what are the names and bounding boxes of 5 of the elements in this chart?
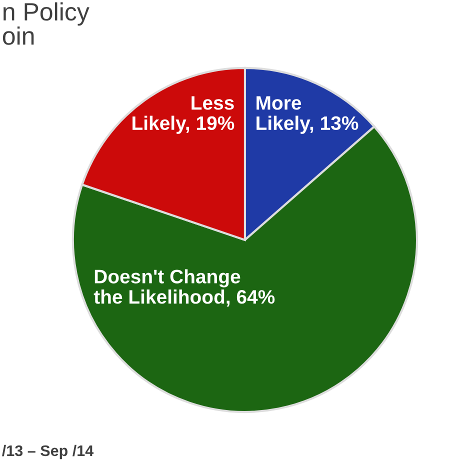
slice-label: Doesn't Change the Likelihood, 64% — [94, 269, 275, 307]
chart-title: n Policy oin — [2, 2, 90, 45]
slice-label: More Likely, 13% — [256, 96, 358, 134]
text: /13 – Sep /14 — [2, 444, 94, 460]
slice-label: Less Likely, 19% — [132, 96, 234, 134]
